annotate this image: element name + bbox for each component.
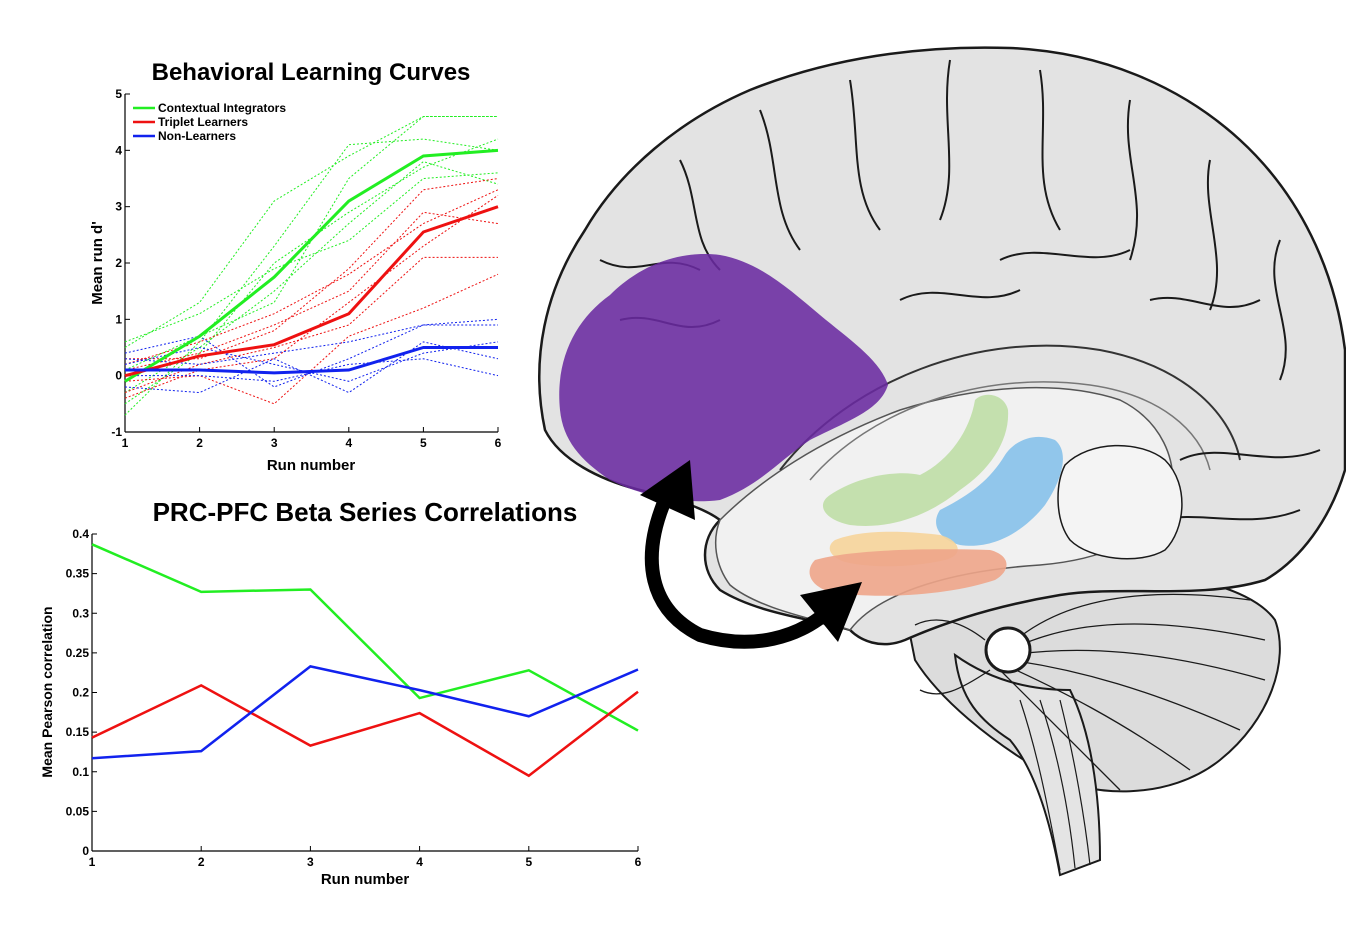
series-line	[124, 148, 499, 383]
chart1-y-axis-label: Mean run d'	[89, 221, 106, 305]
y-tick-label: 1	[115, 312, 122, 326]
y-tick-label: -1	[111, 425, 122, 439]
chart1-x-axis-label: Run number	[267, 457, 355, 474]
y-tick-label: 0.4	[72, 527, 89, 541]
x-tick-label: 5	[525, 855, 532, 869]
series-line	[91, 543, 639, 732]
individual-series-line	[124, 189, 499, 365]
y-tick-label: 0.1	[72, 765, 89, 779]
x-tick-label: 3	[271, 436, 278, 450]
x-tick-label: 4	[345, 436, 352, 450]
green-region	[822, 394, 1009, 526]
brainstem	[953, 652, 1102, 877]
x-tick-label: 2	[196, 436, 203, 450]
pfc-region	[559, 254, 888, 502]
y-tick-label: 0	[82, 844, 89, 858]
chart2-y-axis-label: Mean Pearson correlation	[39, 606, 55, 777]
individual-series-line	[124, 341, 499, 382]
chart1-title: Behavioral Learning Curves	[152, 59, 471, 86]
series-line	[125, 346, 498, 375]
x-tick-label: 6	[635, 855, 642, 869]
x-tick-label: 3	[307, 855, 314, 869]
chart1-plot-background	[125, 94, 498, 432]
x-tick-label: 5	[420, 436, 427, 450]
y-tick-label: 0.25	[66, 646, 90, 660]
brain-illustration	[538, 46, 1346, 877]
y-tick-label: 0.05	[66, 804, 90, 818]
series-line	[91, 665, 639, 760]
behavioral-learning-chart: Behavioral Learning Curves -1 0 1 2 3 4 5 1 2 3 4…	[89, 59, 502, 474]
y-tick-label: 4	[115, 143, 122, 157]
y-tick-label: 0.15	[66, 725, 90, 739]
individual-series-line	[125, 358, 499, 382]
individual-series-line	[125, 178, 499, 360]
y-tick-label: 0.3	[72, 606, 89, 620]
series-line	[91, 683, 639, 778]
arrow-head-up	[640, 460, 695, 520]
legend-label: Non-Learners	[158, 129, 236, 143]
arrow-head-right	[800, 582, 862, 642]
legend-label: Contextual Integrators	[158, 101, 286, 115]
individual-series-line	[124, 318, 499, 388]
individual-series-line	[124, 138, 499, 416]
legend-label: Triplet Learners	[158, 115, 248, 129]
y-tick-label: 3	[115, 200, 122, 214]
y-tick-label: 5	[115, 87, 122, 101]
y-tick-label: 0.35	[66, 567, 90, 581]
x-tick-label: 1	[89, 855, 96, 869]
x-tick-label: 1	[122, 436, 129, 450]
y-tick-label: 0	[115, 369, 122, 383]
individual-series-line	[124, 211, 499, 371]
chart2-x-axis-label: Run number	[321, 871, 409, 888]
connection-arrow	[644, 497, 840, 649]
individual-series-line	[124, 341, 499, 394]
blue-region	[936, 436, 1063, 546]
x-tick-label: 4	[416, 855, 423, 869]
individual-series-line	[124, 172, 499, 343]
x-tick-label: 6	[495, 436, 502, 450]
individual-series-line	[124, 161, 499, 393]
y-tick-label: 0.2	[72, 686, 89, 700]
y-tick-label: 2	[115, 256, 122, 270]
thalamus-lobules	[1057, 444, 1183, 560]
x-tick-label: 2	[198, 855, 205, 869]
series-line	[124, 205, 499, 378]
beta-series-chart: PRC-PFC Beta Series Correlations 0 0.05 0.…	[39, 497, 642, 888]
chart2-title: PRC-PFC Beta Series Correlations	[153, 497, 578, 527]
fourth-ventricle	[984, 626, 1032, 674]
